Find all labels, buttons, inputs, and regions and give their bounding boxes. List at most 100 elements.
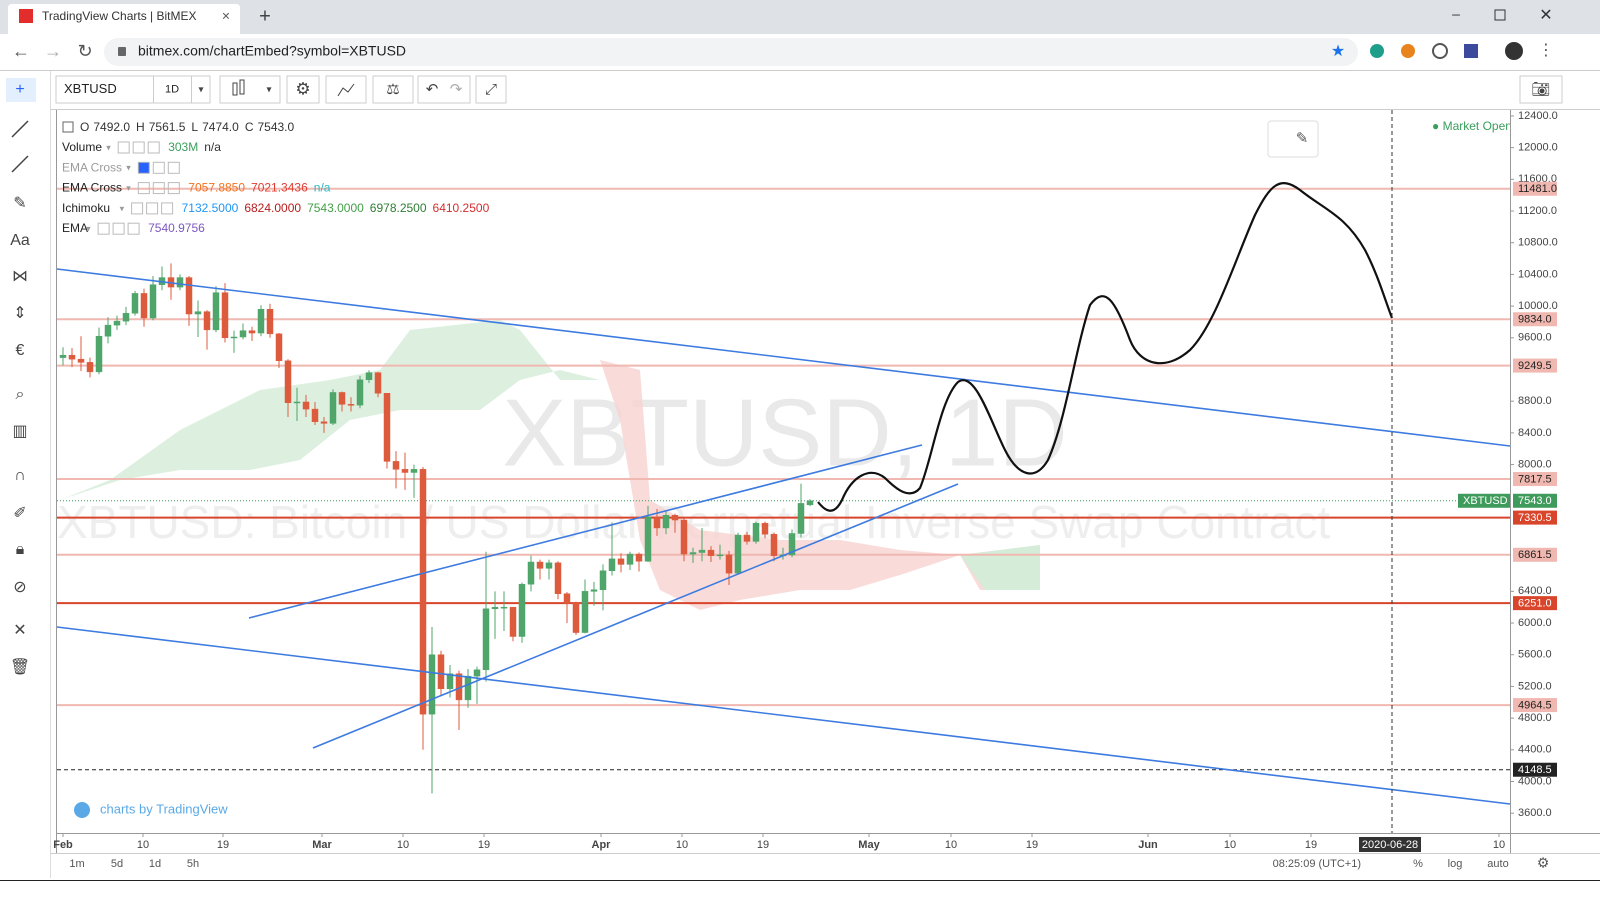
- tab-close[interactable]: ×: [222, 8, 230, 24]
- tool-trend-line[interactable]: [11, 120, 29, 138]
- extension[interactable]: [1370, 44, 1384, 58]
- tool-measure[interactable]: ▥: [12, 423, 27, 440]
- chart-style[interactable]: [219, 75, 281, 104]
- range-button[interactable]: 1d: [149, 858, 161, 870]
- candle-body: [617, 558, 625, 565]
- profile[interactable]: [1505, 42, 1523, 60]
- range-button[interactable]: 5h: [187, 858, 199, 870]
- minimize[interactable]: –: [1452, 6, 1460, 22]
- scale-option[interactable]: auto: [1487, 858, 1508, 870]
- indicator-value: n/a: [188, 160, 205, 174]
- undo[interactable]: ↶: [426, 81, 439, 98]
- extension[interactable]: [1401, 44, 1415, 58]
- indicator-button[interactable]: [146, 202, 159, 215]
- tool-prediction[interactable]: ⇕: [13, 305, 26, 322]
- y-tick-label: 8800.0: [1518, 395, 1552, 407]
- trend-line[interactable]: [56, 268, 1511, 447]
- tool-pattern[interactable]: ⋈: [12, 268, 28, 285]
- watermark-symbol: XBTUSD, 1D: [502, 379, 1067, 486]
- chart-properties[interactable]: ⚙: [1537, 855, 1550, 871]
- snapshot[interactable]: [1519, 75, 1563, 104]
- trend-line[interactable]: [248, 444, 923, 619]
- redo[interactable]: ↷: [450, 81, 463, 98]
- crosshair-date-box: [1359, 837, 1421, 852]
- interval[interactable]: 1D: [165, 83, 179, 95]
- trend-line[interactable]: [56, 626, 1511, 805]
- omnibox[interactable]: [104, 38, 1358, 66]
- tool-lock[interactable]: 🔒︎: [16, 541, 25, 558]
- floating-toolbar[interactable]: [1267, 120, 1319, 158]
- chart-style-icon: [232, 82, 238, 96]
- indicator-button[interactable]: [152, 182, 165, 195]
- top-toolbar: [51, 71, 1600, 109]
- bookmark-star[interactable]: ★: [1331, 43, 1345, 60]
- menu[interactable]: ⋮: [1538, 42, 1554, 59]
- candle-body: [563, 593, 571, 604]
- tool-zoom[interactable]: ⌕: [16, 386, 25, 403]
- tool-settings[interactable]: ✕: [13, 622, 26, 639]
- tool-cursor[interactable]: [6, 78, 36, 102]
- candle-body: [473, 669, 481, 677]
- indicator-button[interactable]: [152, 161, 165, 174]
- indicator-value: 7021.3436: [251, 181, 308, 195]
- candle-body: [383, 393, 391, 462]
- indicator-button[interactable]: [161, 202, 174, 215]
- y-tick-label: 12000.0: [1518, 142, 1558, 154]
- settings[interactable]: [286, 75, 320, 104]
- chart-pane: XBTUSD, 1D XBTUSD: Bitcoin / US Dollar P…: [56, 110, 1512, 833]
- undo-redo[interactable]: [417, 75, 471, 104]
- reload[interactable]: ↻: [77, 41, 92, 61]
- scale-option[interactable]: log: [1448, 858, 1463, 870]
- new-tab[interactable]: +: [259, 5, 271, 27]
- symbol-box[interactable]: [55, 75, 211, 104]
- indicator-button[interactable]: [131, 202, 144, 215]
- forward[interactable]: →: [44, 41, 62, 61]
- candle-body: [482, 608, 490, 671]
- tool-hide[interactable]: ⊘: [13, 579, 26, 596]
- range-button[interactable]: 5d: [111, 858, 123, 870]
- close-window[interactable]: ✕: [1539, 7, 1552, 24]
- range-button[interactable]: 1m: [69, 858, 84, 870]
- indicator-button[interactable]: [117, 141, 130, 154]
- indicator-button[interactable]: [137, 161, 150, 174]
- tool-brush[interactable]: ✎: [13, 195, 26, 212]
- trend-line[interactable]: [312, 483, 959, 749]
- tool-remove[interactable]: 🗑︎: [10, 658, 30, 676]
- tool-stay-drawing[interactable]: ✐: [13, 505, 26, 522]
- indicator-button[interactable]: [97, 222, 110, 235]
- tab[interactable]: [8, 4, 240, 34]
- candle-body: [275, 333, 283, 362]
- tab-title: TradingView Charts | BitMEX: [42, 9, 197, 23]
- tool-text[interactable]: Aa: [10, 232, 30, 249]
- maximize[interactable]: [1494, 9, 1506, 21]
- x-tick-label: 10: [137, 839, 149, 851]
- back[interactable]: ←: [12, 41, 30, 61]
- indicator-name: EMA Cross: [62, 160, 122, 174]
- candle-body: [635, 553, 643, 562]
- fullscreen[interactable]: [475, 75, 507, 104]
- indicator-button[interactable]: [167, 161, 180, 174]
- indicator-button[interactable]: [132, 141, 145, 154]
- extension[interactable]: [1464, 44, 1478, 58]
- tool-shapes[interactable]: €: [16, 342, 25, 359]
- indicators[interactable]: [325, 75, 367, 104]
- forecast-drawing[interactable]: [817, 182, 1394, 512]
- indicator-button[interactable]: [167, 182, 180, 195]
- legend-collapse[interactable]: [62, 121, 74, 133]
- ichimoku-cloud: [960, 545, 1040, 590]
- indicator-button[interactable]: [127, 222, 140, 235]
- indicator-button[interactable]: [112, 222, 125, 235]
- interval-dropdown[interactable]: ▾: [198, 85, 203, 96]
- compare[interactable]: [372, 75, 414, 104]
- tool-fib[interactable]: [11, 155, 29, 173]
- price-level-label: 9834.0: [1518, 314, 1552, 326]
- tool-magnet[interactable]: ∩: [14, 467, 26, 484]
- scale-option[interactable]: %: [1413, 858, 1423, 870]
- indicator-button[interactable]: [147, 141, 160, 154]
- candle-body: [653, 516, 661, 529]
- price-level-label: 7330.5: [1518, 512, 1552, 524]
- extension[interactable]: [1432, 43, 1448, 59]
- indicator-button[interactable]: [137, 182, 150, 195]
- x-tick-label: May: [858, 839, 880, 851]
- candle-body: [662, 515, 670, 529]
